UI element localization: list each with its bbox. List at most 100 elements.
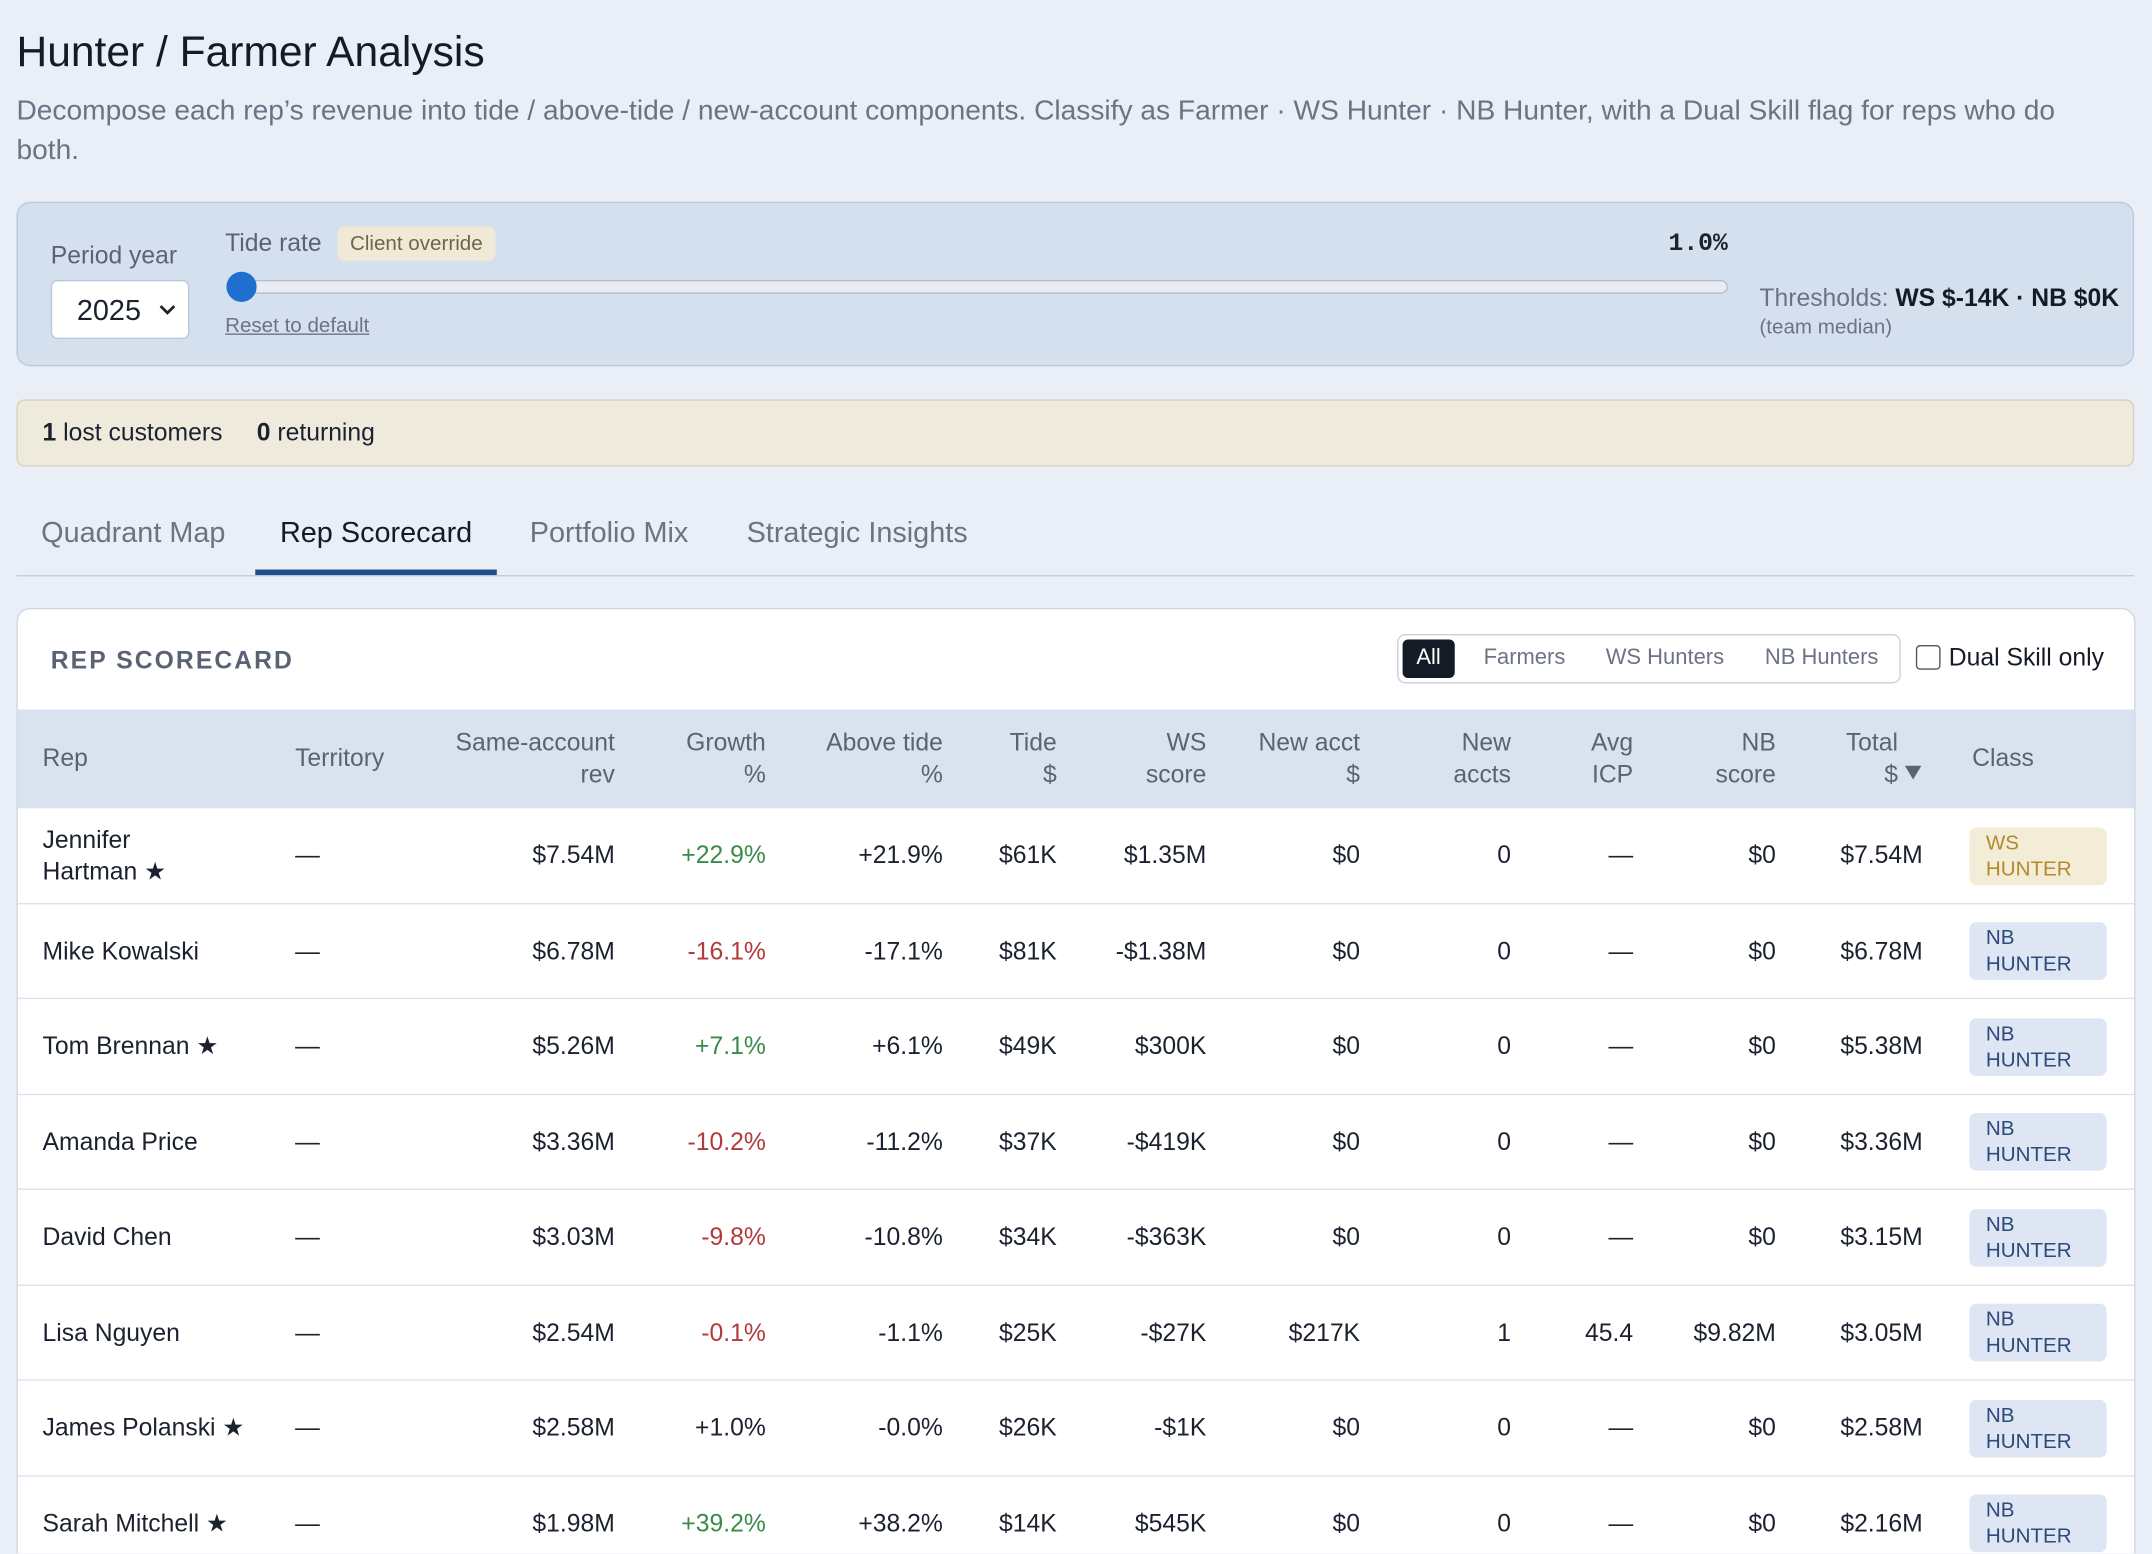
table-cell: -17.1% bbox=[864, 936, 943, 965]
class-badge: WS HUNTER bbox=[1969, 826, 2107, 885]
table-cell: $2.58M bbox=[1840, 1413, 1923, 1442]
table-cell: — bbox=[1608, 1508, 1634, 1537]
reset-link[interactable]: Reset to default bbox=[225, 314, 370, 338]
table-cell: -9.8% bbox=[701, 1222, 766, 1251]
table-cell: -11.2% bbox=[866, 1127, 943, 1155]
table-cell: $3.36M bbox=[532, 1127, 615, 1155]
table-cell: $1.98M bbox=[532, 1508, 615, 1537]
table-cell: $0 bbox=[1748, 1032, 1776, 1060]
table-row: David Chen — $3.03M -9.8% -10.8% $34K -$363K $0… bbox=[17, 1188, 2135, 1285]
column-header-text: Avg ICP bbox=[1591, 728, 1634, 788]
table-cell: 0 bbox=[1497, 1508, 1512, 1537]
table-row: Jennifer Hartman ★ — $7.54M +22.9% +21.9% $61… bbox=[17, 806, 2135, 903]
controls-panel: Period year 2025 Tide rate Client overri… bbox=[16, 201, 2135, 367]
table-cell: — bbox=[1608, 1032, 1634, 1060]
table-cell: $0 bbox=[1748, 1508, 1776, 1537]
column-header[interactable]: Total $ bbox=[1801, 710, 1948, 807]
page-title: Hunter / Farmer Analysis bbox=[16, 27, 485, 76]
class-badge: NB HUNTER bbox=[1969, 1494, 2107, 1553]
table-cell: $26K bbox=[999, 1413, 1057, 1442]
sort-arrow bbox=[1904, 765, 1922, 780]
class-cell: NB HUNTER bbox=[1947, 1285, 2134, 1380]
table-cell: $5.26M bbox=[532, 1032, 615, 1060]
table-cell: -$1K bbox=[1154, 1413, 1207, 1442]
filter-button[interactable]: WS Hunters bbox=[1605, 646, 1725, 670]
thresholds-value: WS $-14K · NB $0K bbox=[1895, 284, 2120, 312]
filter-button[interactable]: Farmers bbox=[1483, 646, 1566, 670]
table-cell: $0 bbox=[1748, 1127, 1776, 1155]
class-badge: NB HUNTER bbox=[1969, 1113, 2107, 1171]
table-cell: $1.35M bbox=[1123, 841, 1207, 869]
column-header: Class bbox=[1947, 710, 2134, 807]
column-header-text: New accts bbox=[1453, 728, 1512, 788]
column-header-text: Tide $ bbox=[1009, 728, 1057, 788]
checkbox[interactable] bbox=[1915, 645, 1941, 670]
table-cell: -10.8% bbox=[864, 1222, 943, 1251]
table-cell: $2.16M bbox=[1840, 1508, 1923, 1537]
rep-name: Tom Brennan ★ bbox=[42, 1032, 219, 1060]
table-cell: $300K bbox=[1134, 1032, 1207, 1060]
table-cell: +21.9% bbox=[858, 841, 943, 869]
table-cell: — bbox=[295, 1222, 320, 1251]
table-cell: 0 bbox=[1497, 1127, 1512, 1155]
table-header: Rep Territory Same-account rev Growth % Abov… bbox=[17, 709, 2135, 807]
column-header-text: Growth % bbox=[686, 728, 766, 788]
returning-count: 0 bbox=[256, 418, 271, 447]
column-header: Above tide % bbox=[791, 710, 968, 807]
period-select[interactable]: 2025 bbox=[50, 279, 190, 339]
rep-name: Mike Kowalski bbox=[42, 936, 200, 965]
table-cell: -$1.38M bbox=[1115, 936, 1207, 965]
slider-track[interactable] bbox=[240, 279, 1728, 294]
table-cell: $217K bbox=[1288, 1318, 1361, 1346]
table-cell: — bbox=[295, 1032, 320, 1060]
card-title: REP SCORECARD bbox=[50, 646, 294, 674]
table-cell: +1.0% bbox=[695, 1413, 766, 1442]
table-cell: -0.1% bbox=[701, 1318, 766, 1346]
table-cell: — bbox=[295, 936, 320, 965]
rep-name: James Polanski ★ bbox=[42, 1413, 245, 1442]
customer-banner: 1 lost customers 0 returning bbox=[16, 399, 2135, 467]
tab[interactable]: Portfolio Mix bbox=[529, 517, 689, 549]
table-cell: -10.2% bbox=[687, 1127, 766, 1155]
table-cell: 0 bbox=[1497, 1032, 1512, 1060]
column-header-text: Territory bbox=[295, 743, 385, 772]
class-cell: NB HUNTER bbox=[1947, 1190, 2134, 1285]
chevron bbox=[159, 305, 176, 315]
table-cell: — bbox=[1608, 841, 1634, 869]
table-row: Lisa Nguyen — $2.54M -0.1% -1.1% $25K -$27K $21… bbox=[17, 1283, 2135, 1380]
table-cell: 0 bbox=[1497, 841, 1512, 869]
column-header-text: Total $ bbox=[1845, 728, 1899, 788]
table-cell: — bbox=[295, 841, 320, 869]
table-cell: $0 bbox=[1748, 1222, 1776, 1251]
table-cell: — bbox=[1608, 1127, 1634, 1155]
table-cell: -$363K bbox=[1126, 1222, 1207, 1251]
column-header: Avg ICP bbox=[1536, 710, 1658, 807]
table-cell: $0 bbox=[1332, 1127, 1361, 1155]
table-row: Mike Kowalski — $6.78M -16.1% -17.1% $81K -$1.… bbox=[17, 902, 2135, 998]
class-badge: NB HUNTER bbox=[1969, 1208, 2107, 1267]
table-cell: — bbox=[295, 1413, 320, 1442]
class-cell: WS HUNTER bbox=[1947, 808, 2134, 903]
table-cell: — bbox=[295, 1318, 320, 1346]
filter-button[interactable]: NB Hunters bbox=[1764, 646, 1879, 670]
tab-active[interactable]: Rep Scorecard bbox=[279, 517, 473, 549]
table-cell: $25K bbox=[999, 1318, 1057, 1346]
table-body: Jennifer Hartman ★ — $7.54M +22.9% +21.9% $61… bbox=[17, 806, 2135, 1554]
table-row: James Polanski ★ — $2.58M +1.0% -0.0% $26K -$1… bbox=[17, 1379, 2135, 1475]
table-cell: -$419K bbox=[1126, 1127, 1207, 1155]
column-header-text: WS score bbox=[1145, 728, 1207, 788]
table-cell: +22.9% bbox=[681, 841, 766, 869]
table-cell: 0 bbox=[1497, 1413, 1512, 1442]
sort-arrow-shape bbox=[1904, 765, 1922, 780]
lost-stat: 1 lost customers bbox=[43, 419, 223, 446]
table-cell: $2.54M bbox=[532, 1318, 615, 1346]
tab[interactable]: Quadrant Map bbox=[41, 517, 226, 549]
table-cell: 45.4 bbox=[1585, 1318, 1634, 1346]
table-cell: +6.1% bbox=[872, 1032, 943, 1060]
filter-button[interactable]: All bbox=[1402, 639, 1455, 678]
returning-label: returning bbox=[277, 418, 375, 447]
dual-skill-toggle[interactable]: Dual Skill only bbox=[1915, 644, 2104, 673]
table-cell: — bbox=[1608, 936, 1634, 965]
tab[interactable]: Strategic Insights bbox=[746, 517, 968, 549]
slider-knob[interactable] bbox=[226, 271, 257, 302]
